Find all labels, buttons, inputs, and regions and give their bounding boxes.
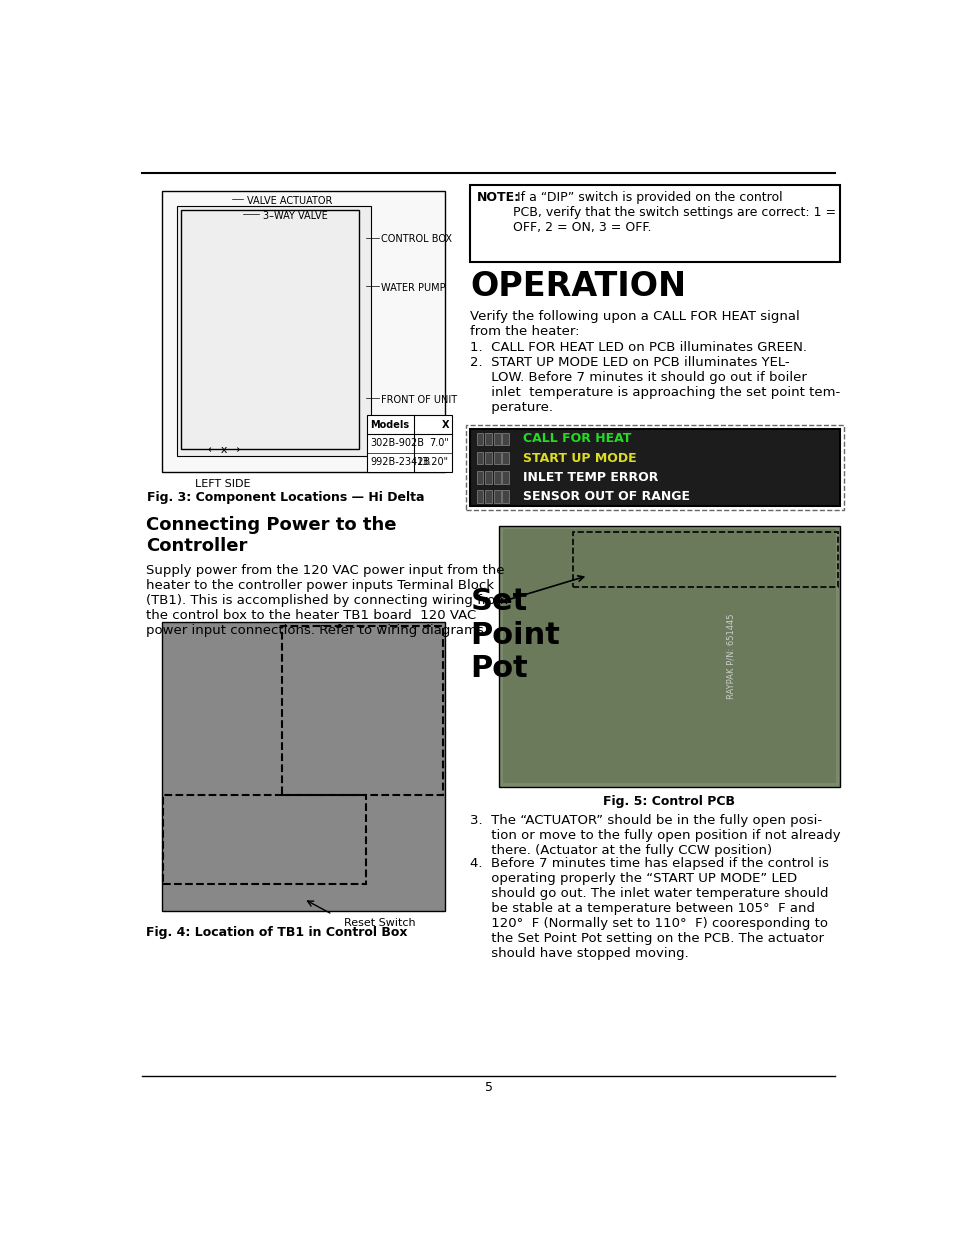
Bar <box>162 190 444 472</box>
Bar <box>493 490 500 503</box>
Bar <box>498 526 840 787</box>
Bar <box>466 425 843 510</box>
Bar <box>493 452 500 464</box>
Bar <box>484 432 492 445</box>
Text: 3.  The “ACTUATOR” should be in the fully open posi-
     tion or move to the fu: 3. The “ACTUATOR” should be in the fully… <box>470 814 840 857</box>
Text: 302B-902B: 302B-902B <box>370 438 424 448</box>
Bar <box>501 472 509 484</box>
Text: SENSOR OUT OF RANGE: SENSOR OUT OF RANGE <box>522 490 689 503</box>
Text: Set
Point
Pot: Set Point Pot <box>470 587 559 683</box>
Bar <box>476 432 483 445</box>
Text: 992B-2342B: 992B-2342B <box>370 457 430 467</box>
Bar <box>163 795 365 883</box>
Bar <box>493 432 500 445</box>
Text: CONTROL BOX: CONTROL BOX <box>381 235 452 245</box>
Bar <box>501 452 509 464</box>
Text: CALL FOR HEAT: CALL FOR HEAT <box>522 432 631 446</box>
Bar <box>484 472 492 484</box>
Bar <box>484 490 492 503</box>
Text: Models: Models <box>370 420 409 430</box>
Text: VALVE ACTUATOR: VALVE ACTUATOR <box>247 196 333 206</box>
Text: 2.  START UP MODE LED on PCB illuminates YEL-
     LOW. Before 7 minutes it shou: 2. START UP MODE LED on PCB illuminates … <box>470 356 840 414</box>
Text: INLET TEMP ERROR: INLET TEMP ERROR <box>522 471 658 484</box>
Bar <box>501 432 509 445</box>
Bar <box>476 490 483 503</box>
Text: Fig. 4: Location of TB1 in Control Box: Fig. 4: Location of TB1 in Control Box <box>146 926 408 939</box>
Text: 3–WAY VALVE: 3–WAY VALVE <box>262 211 327 221</box>
Text: ← x →: ← x → <box>208 445 240 454</box>
Bar <box>572 531 838 587</box>
Bar <box>476 472 483 484</box>
Bar <box>476 452 483 464</box>
Bar <box>484 452 492 464</box>
Text: 7.0": 7.0" <box>429 438 449 448</box>
Text: Verify the following upon a CALL FOR HEAT signal
from the heater:: Verify the following upon a CALL FOR HEA… <box>470 310 800 338</box>
Text: NOTE:: NOTE: <box>476 191 519 204</box>
Text: X: X <box>441 420 449 430</box>
Text: Supply power from the 120 VAC power input from the
heater to the controller powe: Supply power from the 120 VAC power inpu… <box>146 564 508 637</box>
Bar <box>177 206 371 456</box>
Text: 5: 5 <box>484 1081 493 1094</box>
Text: 1.  CALL FOR HEAT LED on PCB illuminates GREEN.: 1. CALL FOR HEAT LED on PCB illuminates … <box>470 341 806 353</box>
Text: Connecting Power to the
Controller: Connecting Power to the Controller <box>146 516 396 555</box>
Bar <box>501 490 509 503</box>
Text: 13.20": 13.20" <box>416 457 449 467</box>
Text: Reset Switch: Reset Switch <box>344 918 416 929</box>
Text: OPERATION: OPERATION <box>470 270 686 303</box>
Text: LEFT SIDE: LEFT SIDE <box>194 479 250 489</box>
Text: Fig. 3: Component Locations — Hi Delta: Fig. 3: Component Locations — Hi Delta <box>147 490 424 504</box>
Text: START UP MODE: START UP MODE <box>522 452 636 464</box>
Bar <box>282 626 443 795</box>
Text: WATER PUMP: WATER PUMP <box>381 283 445 293</box>
Bar <box>470 430 840 506</box>
Bar <box>493 472 500 484</box>
Bar <box>367 415 452 472</box>
Text: Fig. 5: Control PCB: Fig. 5: Control PCB <box>603 795 735 808</box>
Bar <box>162 621 444 910</box>
Text: If a “DIP” switch is provided on the control
PCB, verify that the switch setting: If a “DIP” switch is provided on the con… <box>513 191 835 235</box>
Text: RAYPAK P/N: 651445: RAYPAK P/N: 651445 <box>726 614 735 699</box>
Bar <box>181 210 359 448</box>
Text: FRONT OF UNIT: FRONT OF UNIT <box>381 395 456 405</box>
Bar <box>502 530 835 783</box>
Bar <box>470 185 840 262</box>
Text: 4.  Before 7 minutes time has elapsed if the control is
     operating properly : 4. Before 7 minutes time has elapsed if … <box>470 857 828 961</box>
